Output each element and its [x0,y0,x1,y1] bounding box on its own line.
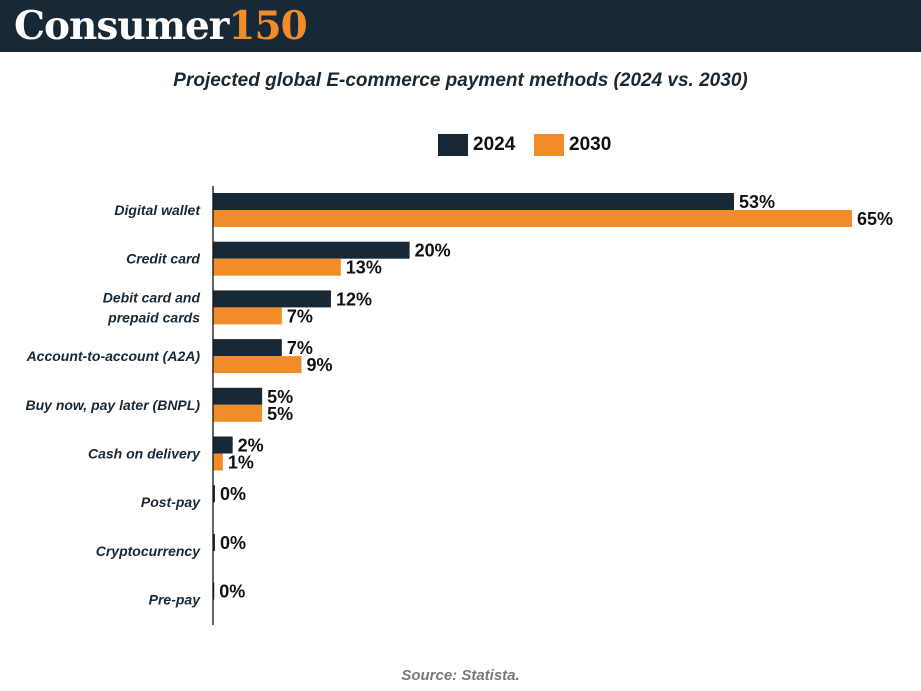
value-label-2024: 0% [219,582,245,602]
category-label: prepaid cards [107,309,200,325]
value-label-2030: 9% [306,355,332,375]
category-label: Post-pay [141,494,201,510]
category-label: Pre-pay [149,592,202,608]
category-label: Cash on delivery [88,446,201,462]
source-note: Source: Statista. [401,667,520,684]
bar-2024 [213,387,263,405]
legend-label-2024: 2024 [473,134,516,155]
legend-swatch-2030 [534,134,564,156]
bar-2030 [213,258,341,276]
bar-2030 [213,307,282,325]
category-label: Buy now, pay later (BNPL) [25,397,200,413]
bar-2024 [213,241,410,259]
legend-swatch-2024 [438,134,468,156]
value-label-2024: 0% [220,533,246,553]
bar-2030 [213,356,302,374]
value-label-2030: 1% [228,453,254,473]
bar-2024 [213,436,233,454]
bar-2024 [213,533,215,551]
value-label-2024: 20% [415,241,451,261]
brand-number: 150 [228,3,307,49]
category-label: Credit card [126,251,200,267]
value-label-2024: 12% [336,289,372,309]
value-label-2030: 7% [287,306,313,326]
brand-logo: Consumer150 [14,3,308,49]
category-label: Account-to-account (A2A) [26,348,201,364]
category-label: Cryptocurrency [96,543,201,559]
bar-2024 [213,339,282,357]
value-label-2024: 2% [238,436,264,456]
value-label-2024: 0% [220,484,246,504]
bar-2030 [213,453,223,471]
legend-label-2030: 2030 [569,134,612,155]
chart-title: Projected global E-commerce payment meth… [173,70,748,91]
bar-2024 [213,290,331,308]
value-label-2024: 53% [739,192,775,212]
value-label-2024: 7% [287,338,313,358]
value-label-2030: 65% [857,209,893,229]
category-label: Debit card and [103,289,201,305]
bar-2024 [213,193,735,210]
bar-2030 [213,210,852,227]
value-label-2024: 5% [267,387,293,407]
header-bar: Consumer150 [0,0,921,52]
bar-2030 [213,404,263,422]
brand-name: Consumer [14,3,229,49]
category-label: Digital wallet [114,202,201,218]
bar-2024 [213,485,215,503]
value-label-2030: 5% [267,404,293,424]
value-label-2030: 13% [346,258,382,278]
